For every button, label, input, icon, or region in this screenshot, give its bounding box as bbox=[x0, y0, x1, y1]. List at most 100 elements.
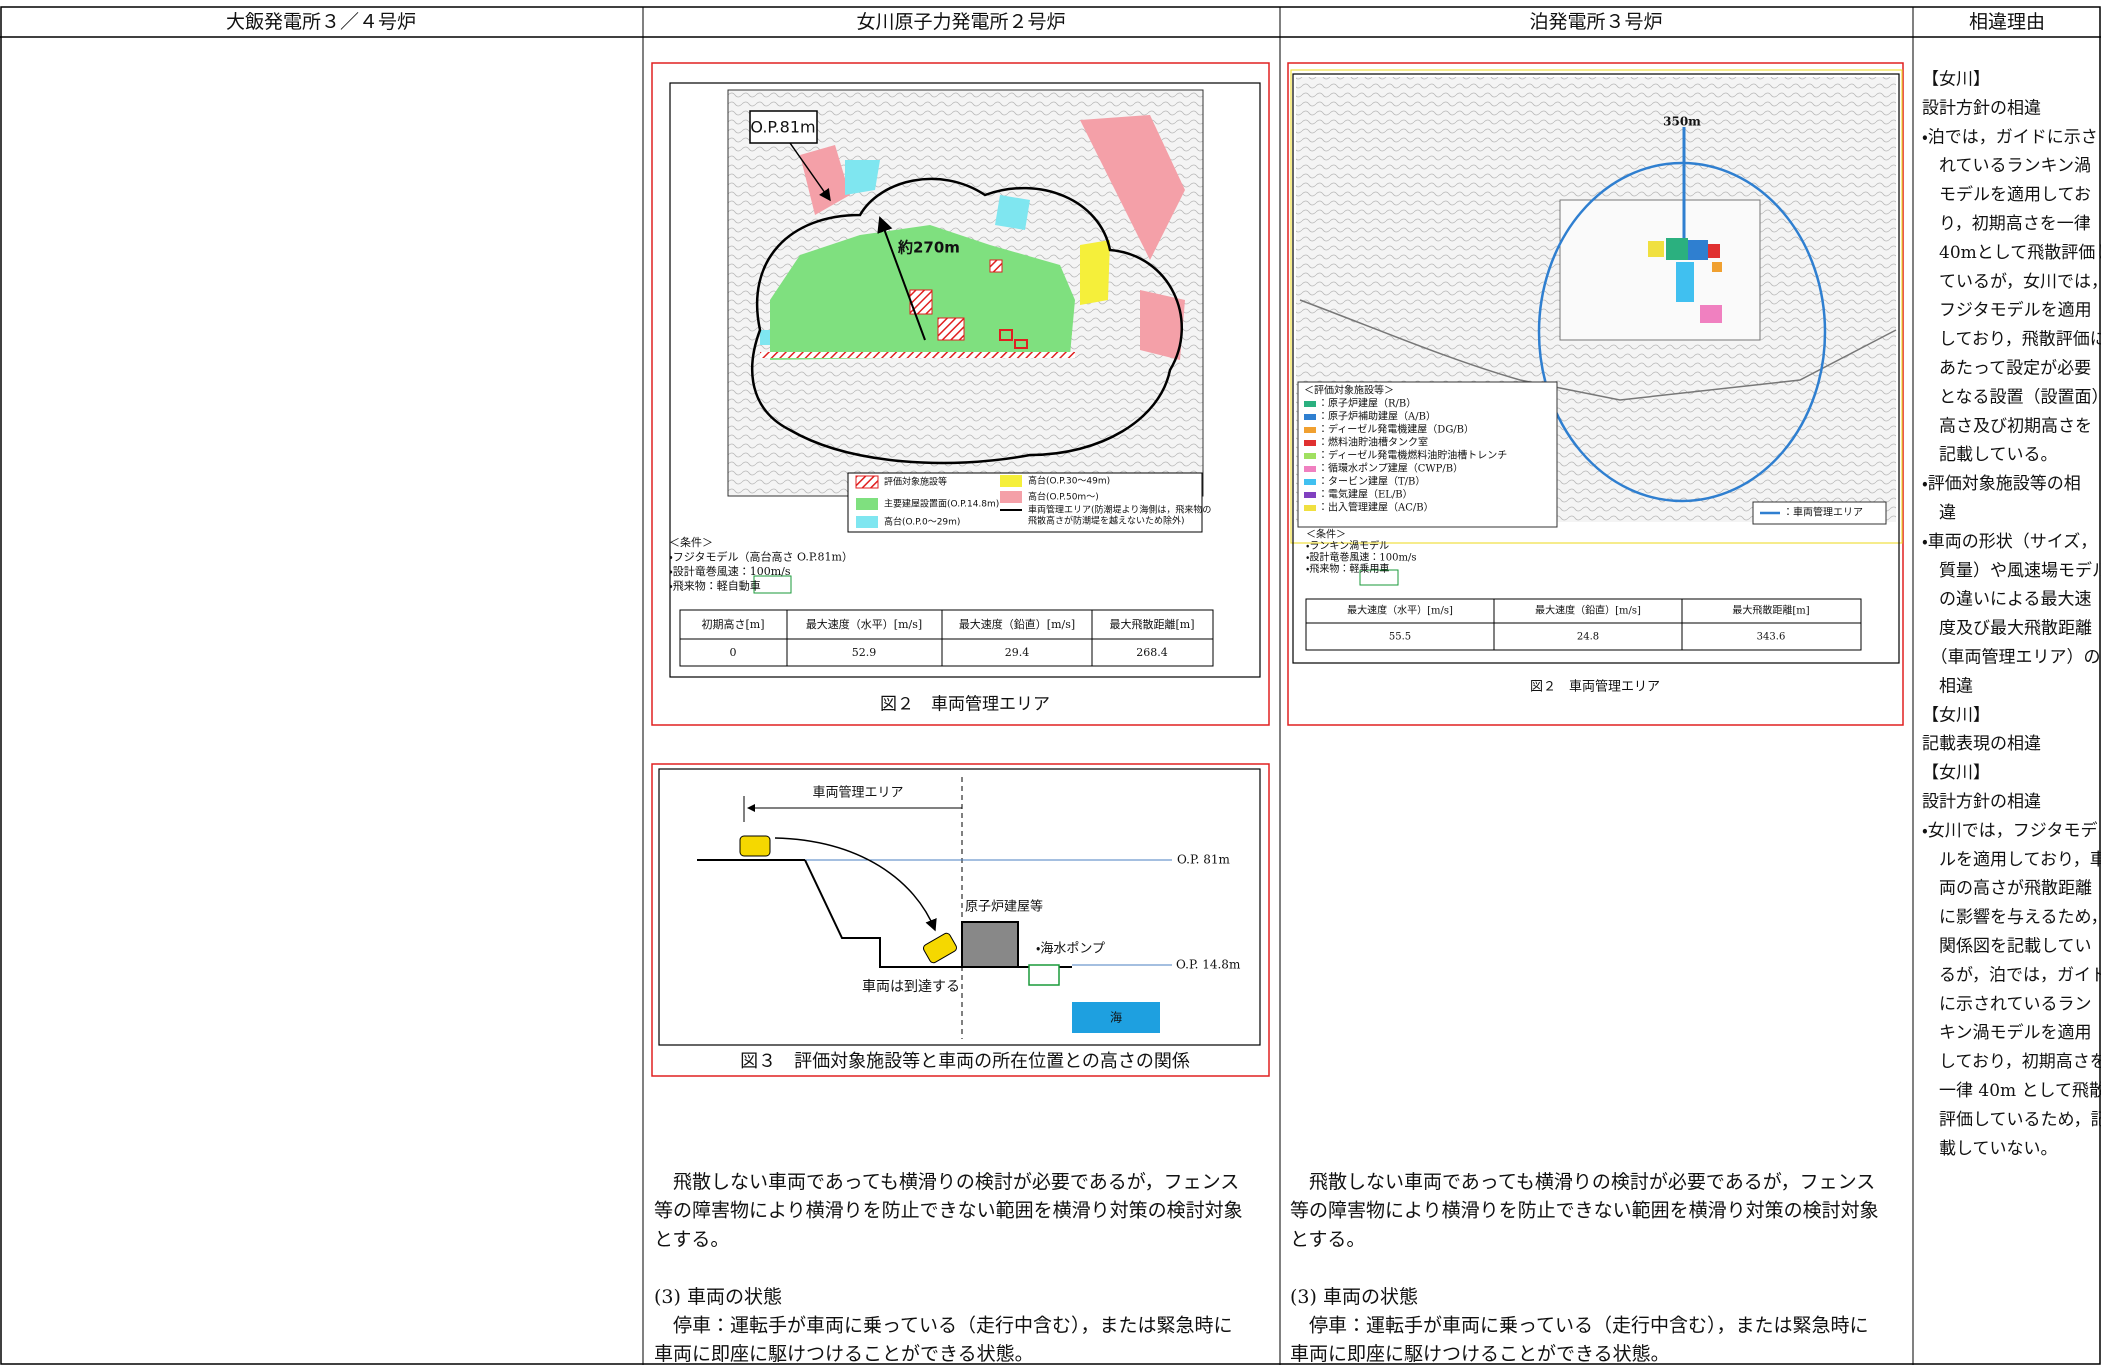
condition: ・設計竜巻風速：100m/s bbox=[1306, 552, 1416, 564]
legend-label: 高台(O.P.0～29m) bbox=[884, 516, 960, 528]
reason-line: 一律 40m として飛散 bbox=[1922, 1081, 2101, 1101]
reason-line: しており，初期高さを bbox=[1922, 1052, 2101, 1072]
reason-line: 質量）や風速場モデル bbox=[1922, 560, 2101, 581]
table-cell: 0 bbox=[730, 646, 737, 659]
reason-line: キン渦モデルを適用 bbox=[1922, 1022, 2092, 1043]
legend-label: ：出入管理建屋（AC/B） bbox=[1318, 501, 1434, 514]
condition: ・設計竜巻風速：100m/s bbox=[669, 564, 791, 578]
map-label: 350m bbox=[1663, 115, 1701, 129]
figure-caption: 図３ 評価対象施設等と車両の所在位置との高さの関係 bbox=[740, 1051, 1190, 1072]
paragraph-line: とする。 bbox=[1290, 1228, 1365, 1250]
legend-label: ：車両管理エリア bbox=[1783, 506, 1863, 519]
reason-line: 載していない。 bbox=[1922, 1139, 2058, 1159]
figure-caption: 図２ 車両管理エリア bbox=[880, 695, 1050, 715]
legend-label: ：燃料油貯油槽タンク室 bbox=[1318, 436, 1428, 449]
paragraph-line: 停車：運転手が車両に乗っている（走行中含む），または緊急時に bbox=[1290, 1315, 1869, 1337]
legend-swatch bbox=[1304, 440, 1316, 446]
condition: ・飛来物：軽乗用車 bbox=[1306, 562, 1389, 575]
map-label: O.P.81m bbox=[750, 118, 815, 137]
column-header: 相違理由 bbox=[1969, 11, 2045, 33]
paragraph-line: 飛散しない車両であっても横滑りの検討が必要であるが，フェンス bbox=[654, 1171, 1239, 1193]
diagram-label: O.P. 81m bbox=[1177, 853, 1230, 867]
reason-line: ルを適用しており，車 bbox=[1922, 850, 2101, 870]
condition: ・フジタモデル（高台高さ O.P.81m） bbox=[669, 550, 853, 564]
column-header: 女川原子力発電所２号炉 bbox=[856, 11, 1065, 33]
figure-caption: 図２ 車両管理エリア bbox=[1530, 680, 1660, 695]
paragraph-line: 停車：運転手が車両に乗っている（走行中含む），または緊急時に bbox=[654, 1315, 1233, 1337]
legend-swatch bbox=[1304, 505, 1316, 511]
column-header: 大飯発電所３／４号炉 bbox=[226, 11, 416, 33]
condition: ・ランキン渦モデル bbox=[1306, 539, 1389, 552]
paragraph-line: 車両に即座に駆けつけることができる状態。 bbox=[1290, 1343, 1670, 1365]
legend-swatch bbox=[1304, 414, 1316, 420]
legend-label: 高台(O.P.50m～) bbox=[1028, 491, 1099, 503]
reason-line: 【女川】 bbox=[1922, 70, 1990, 90]
legend-swatch bbox=[1304, 492, 1316, 498]
reason-line: しており，飛散評価に bbox=[1922, 330, 2101, 350]
reason-line: 関係図を記載してい bbox=[1922, 937, 2092, 957]
legend-label: 車両管理エリア(防潮堤より海側は，飛来物の bbox=[1028, 504, 1211, 516]
paragraph-line: (3) 車両の状態 bbox=[1290, 1286, 1418, 1308]
legend-title: ＜評価対象施設等＞ bbox=[1304, 384, 1394, 397]
table-cell: 24.8 bbox=[1577, 632, 1599, 643]
legend-label: 高台(O.P.30～49m) bbox=[1028, 475, 1110, 487]
reason-line: 度及び最大飛散距離 bbox=[1922, 619, 2092, 639]
reason-line: 【女川】 bbox=[1922, 705, 1990, 725]
table-cell: 52.9 bbox=[852, 646, 877, 659]
reason-line: 設計方針の相違 bbox=[1922, 98, 2041, 118]
condition: ＜条件＞ bbox=[1306, 528, 1346, 541]
reason-line: の違いによる最大速 bbox=[1922, 590, 2092, 610]
legend-label: ：タービン建屋（T/B） bbox=[1318, 476, 1425, 488]
paragraph-line: 車両に即座に駆けつけることができる状態。 bbox=[654, 1343, 1034, 1365]
paragraph-line: 等の障害物により横滑りを防止できない範囲を横滑り対策の検討対象 bbox=[654, 1200, 1243, 1222]
reason-line: 違 bbox=[1922, 503, 1956, 523]
map-label: 約270m bbox=[897, 239, 960, 257]
table-cell: 268.4 bbox=[1136, 646, 1168, 659]
reason-line: るが，泊では，ガイド bbox=[1922, 965, 2101, 985]
legend-swatch bbox=[856, 516, 878, 528]
paragraph-line: 飛散しない車両であっても横滑りの検討が必要であるが，フェンス bbox=[1290, 1171, 1875, 1193]
diagram-label: O.P. 14.8m bbox=[1176, 958, 1241, 972]
table-header: 最大速度（鉛直）[m/s] bbox=[1535, 604, 1641, 617]
legend-label: ：原子炉補助建屋（A/B） bbox=[1318, 410, 1436, 423]
onagawa-figure3 bbox=[651, 763, 1270, 1077]
legend-label: ：ディーゼル発電機燃料油貯油槽トレンチ bbox=[1318, 449, 1507, 462]
table-header: 最大速度（水平）[m/s] bbox=[806, 617, 922, 631]
diagram-label: 車両管理エリア bbox=[812, 786, 903, 801]
diagram-label: ・海水ポンプ bbox=[1036, 942, 1105, 957]
legend-swatch bbox=[1000, 475, 1022, 487]
reason-line: ・車両の形状（サイズ， bbox=[1922, 532, 2097, 552]
reason-line: （車両管理エリア）の bbox=[1922, 648, 2101, 668]
table-header: 初期高さ[m] bbox=[701, 617, 764, 631]
table-header: 最大速度（水平）[m/s] bbox=[1347, 604, 1453, 617]
legend-label: 主要建屋設置面(O.P.14.8m) bbox=[884, 498, 999, 510]
reason-line: 高さ及び初期高さを bbox=[1922, 416, 2092, 436]
paragraph-line: 等の障害物により横滑りを防止できない範囲を横滑り対策の検討対象 bbox=[1290, 1200, 1879, 1222]
reason-line: 評価しているため，記 bbox=[1922, 1110, 2101, 1130]
reason-line: に示されているラン bbox=[1922, 994, 2092, 1014]
tomari-figure bbox=[1287, 62, 1904, 726]
table-cell: 343.6 bbox=[1757, 632, 1786, 643]
paragraph-line: とする。 bbox=[654, 1228, 729, 1250]
reason-line: あたって設定が必要 bbox=[1922, 359, 2091, 379]
reason-line: 設計方針の相違 bbox=[1922, 792, 2041, 812]
reason-line: となる設置（設置面） bbox=[1922, 387, 2101, 407]
legend-swatch bbox=[856, 498, 878, 510]
reason-line: れているランキン渦 bbox=[1922, 156, 2091, 176]
table-header: 最大飛散距離[m] bbox=[1109, 617, 1194, 631]
reason-line: に影響を与えるため， bbox=[1922, 908, 2101, 928]
table-cell: 29.4 bbox=[1005, 646, 1030, 659]
legend-label: ：原子炉建屋（R/B） bbox=[1318, 398, 1416, 410]
legend-swatch bbox=[1304, 466, 1316, 472]
condition: ＜条件＞ bbox=[669, 535, 713, 549]
reason-line: ・評価対象施設等の相 bbox=[1922, 474, 2081, 494]
onagawa-figure2 bbox=[651, 62, 1270, 726]
legend-label: ：電気建屋（EL/B） bbox=[1318, 488, 1413, 501]
reason-line: 両の高さが飛散距離 bbox=[1922, 879, 2092, 899]
reason-line: ・女川では，フジタモデ bbox=[1922, 820, 2097, 841]
reason-line: ているが，女川では， bbox=[1922, 272, 2101, 292]
table-frame bbox=[0, 6, 2101, 1365]
legend-swatch bbox=[1304, 427, 1316, 433]
